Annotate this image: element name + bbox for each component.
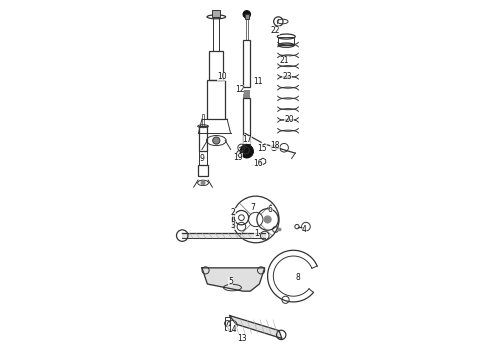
Text: 3: 3 — [231, 221, 236, 230]
Bar — [243, 90, 250, 98]
Text: 11: 11 — [253, 77, 263, 86]
Text: 12: 12 — [235, 85, 245, 94]
Text: 18: 18 — [270, 141, 279, 150]
Text: 10: 10 — [217, 72, 226, 81]
Text: 9: 9 — [199, 154, 204, 163]
Bar — [209, 51, 223, 80]
Circle shape — [200, 180, 205, 185]
Polygon shape — [230, 316, 282, 338]
Circle shape — [264, 216, 271, 223]
Bar — [224, 317, 230, 330]
Text: 4: 4 — [302, 225, 307, 234]
Text: 15: 15 — [257, 144, 267, 153]
Text: 17: 17 — [243, 135, 252, 144]
Text: 20: 20 — [284, 115, 294, 124]
Text: 5: 5 — [228, 276, 233, 285]
Text: 13: 13 — [238, 334, 247, 343]
Text: 1: 1 — [254, 229, 259, 238]
Circle shape — [240, 145, 253, 158]
Text: 23: 23 — [282, 72, 292, 81]
Text: 19: 19 — [233, 153, 243, 162]
Text: 14: 14 — [227, 325, 237, 334]
Bar — [243, 40, 250, 87]
Bar — [199, 126, 207, 151]
Text: 6: 6 — [268, 205, 272, 214]
Text: 22: 22 — [270, 26, 279, 35]
Bar — [245, 14, 249, 19]
Text: 2: 2 — [231, 208, 236, 217]
Text: 7: 7 — [251, 203, 256, 212]
Text: 16: 16 — [253, 159, 263, 168]
Bar — [199, 151, 207, 165]
Bar — [245, 19, 248, 40]
Circle shape — [278, 228, 282, 231]
Text: 21: 21 — [280, 57, 289, 66]
Polygon shape — [202, 268, 265, 291]
Text: 8: 8 — [295, 273, 300, 282]
Bar — [198, 165, 208, 176]
Bar — [243, 98, 250, 144]
Circle shape — [243, 11, 250, 18]
Bar — [214, 17, 219, 51]
Bar — [278, 37, 294, 45]
Bar — [212, 10, 220, 17]
Bar — [201, 114, 204, 126]
Circle shape — [213, 137, 220, 144]
Bar — [207, 80, 225, 119]
